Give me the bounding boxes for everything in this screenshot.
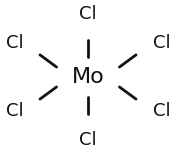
Text: Cl: Cl bbox=[79, 5, 97, 23]
Text: Cl: Cl bbox=[6, 102, 23, 120]
Text: Cl: Cl bbox=[79, 131, 97, 149]
Text: Cl: Cl bbox=[153, 34, 170, 52]
Text: Cl: Cl bbox=[6, 34, 23, 52]
Text: Mo: Mo bbox=[72, 67, 104, 87]
Text: Cl: Cl bbox=[153, 102, 170, 120]
